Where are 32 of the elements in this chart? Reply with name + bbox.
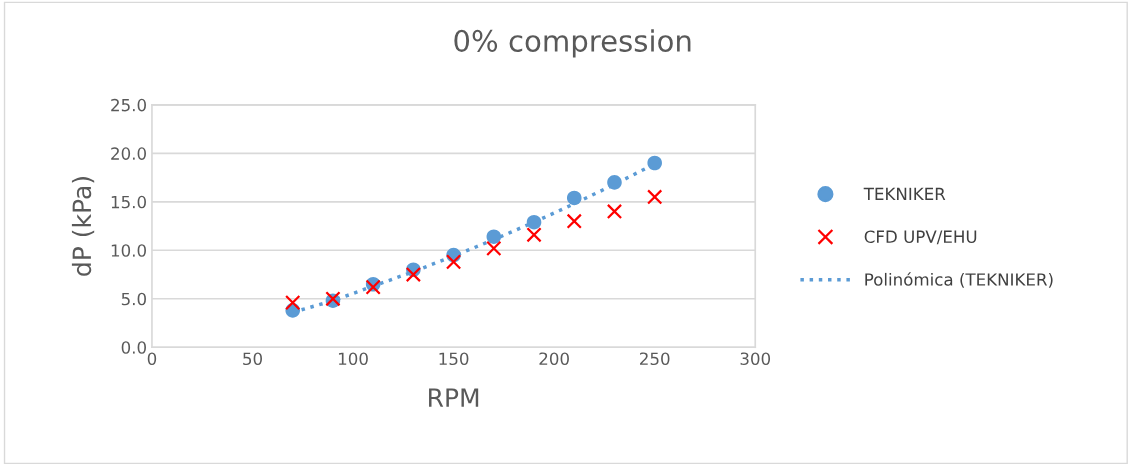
x-tick-label: 200: [539, 352, 569, 366]
x-tick-label: 300: [740, 352, 771, 366]
point: [285, 294, 301, 311]
x-tick-label: 100: [338, 352, 368, 366]
point: [445, 254, 462, 270]
point: [526, 227, 542, 243]
point: [566, 213, 582, 229]
x-tick-label: 50: [243, 352, 262, 366]
y-tick-label: 20.0: [111, 147, 146, 160]
point: [566, 190, 582, 206]
y-axis-title: dP (kPa): [71, 177, 95, 276]
x-tick-label: 150: [439, 352, 469, 366]
legend-label: CFD UPV/EHU: [864, 230, 977, 245]
point: [405, 266, 422, 283]
point: [647, 189, 663, 205]
y-tick-label: 15.0: [111, 195, 146, 209]
chart-title: 0% compression: [454, 29, 691, 58]
x-tick-label: 0: [147, 352, 157, 366]
y-tick-label: 5.0: [121, 292, 146, 306]
point: [606, 203, 623, 220]
point: [486, 229, 502, 244]
point: [526, 214, 542, 230]
point: [607, 175, 622, 190]
point: [647, 155, 662, 171]
x-axis-title: RPM: [429, 388, 479, 407]
y-tick-label: 25.0: [111, 98, 146, 112]
legend-label: Polinómica (TEKNIKER): [865, 272, 1053, 288]
legend-label: TEKNIKER: [863, 187, 946, 200]
y-tick-label: 0.0: [121, 341, 146, 354]
point: [486, 240, 502, 257]
x-tick-label: 250: [640, 352, 670, 366]
y-tick-label: 10.0: [111, 244, 146, 257]
